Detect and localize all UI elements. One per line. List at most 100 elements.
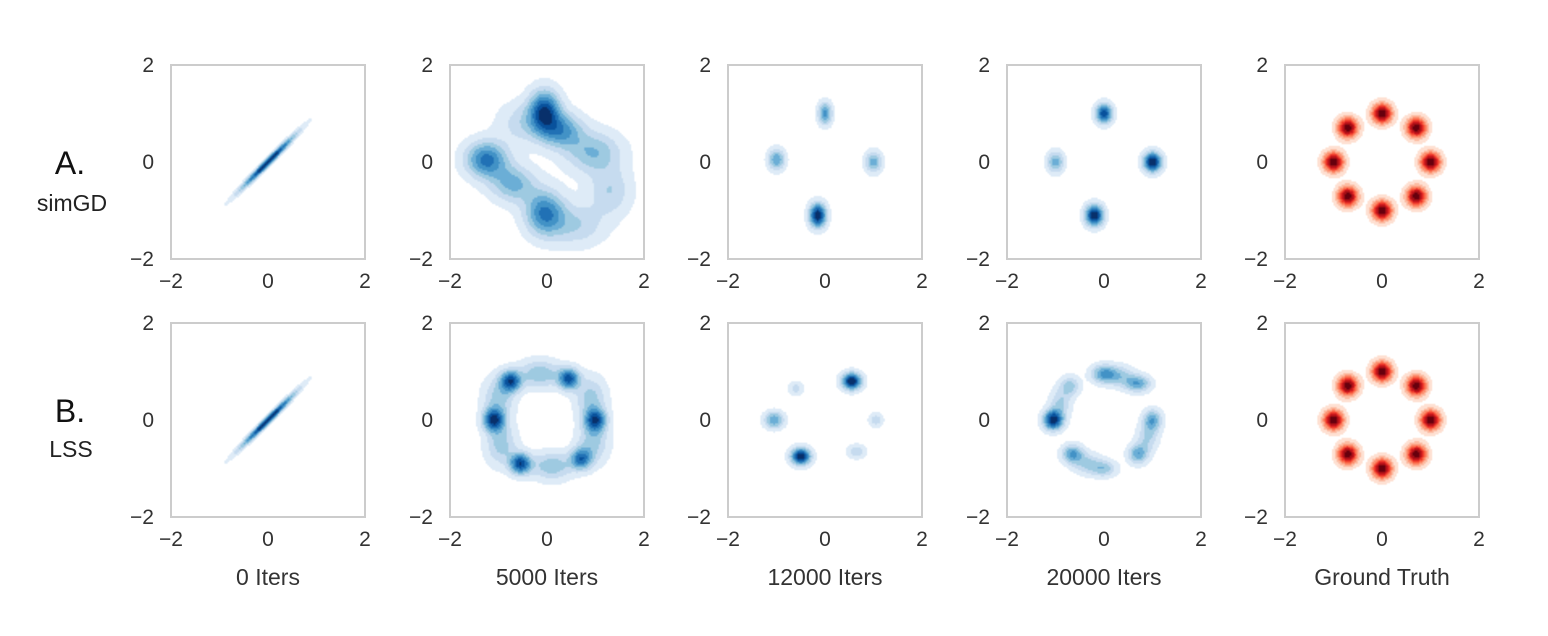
x-tick-label: 2	[916, 270, 928, 293]
y-tick-label: 2	[1256, 54, 1268, 77]
panel-r1-c1: −2−2 0 0 2 2	[409, 312, 650, 551]
density-contours	[1007, 65, 1201, 259]
axes-frame	[170, 64, 366, 260]
panel-r0-c0: −2−2 0 0 2 2	[130, 54, 371, 293]
y-tick-label: 0	[421, 409, 433, 432]
panel-r1-c2: −2−2 0 0 2 2	[687, 312, 928, 551]
x-tick-label: 2	[1473, 270, 1485, 293]
x-tick-label: −2	[438, 270, 462, 293]
y-tick-label: 0	[421, 151, 433, 174]
row-b-name: LSS	[49, 436, 92, 462]
density-contours	[1285, 323, 1479, 517]
x-tick-label: 0	[1098, 528, 1110, 551]
y-tick-label: 2	[142, 54, 154, 77]
y-tick-label: −2	[130, 248, 154, 271]
axes-frame	[170, 322, 366, 518]
row-b-letter: B.	[55, 393, 85, 429]
panel-r1-c0: −2−2 0 0 2 2	[130, 312, 371, 551]
panel-r1-c3: −2−2 0 0 2 2	[966, 312, 1207, 551]
x-tick-label: 0	[1376, 270, 1388, 293]
axes-frame	[449, 322, 645, 518]
y-tick-label: 2	[421, 312, 433, 335]
y-tick-label: 2	[1256, 312, 1268, 335]
axes-frame	[727, 64, 923, 260]
y-tick-label: −2	[130, 506, 154, 529]
x-tick-label: 0	[541, 270, 553, 293]
panel-r0-c3: −2−2 0 0 2 2	[966, 54, 1207, 293]
density-contours	[728, 65, 922, 259]
column-labels: 0 Iters 5000 Iters 12000 Iters 20000 Ite…	[236, 564, 1450, 590]
y-tick-label: 0	[1256, 151, 1268, 174]
density-contours	[171, 323, 365, 517]
y-tick-label: −2	[966, 506, 990, 529]
col-label-1: 5000 Iters	[496, 564, 598, 590]
x-tick-label: 0	[1376, 528, 1388, 551]
x-tick-label: 0	[819, 270, 831, 293]
x-tick-label: 2	[1195, 528, 1207, 551]
y-tick-label: −2	[1244, 248, 1268, 271]
y-tick-label: 0	[699, 151, 711, 174]
panel-r1-c4: −2−2 0 0 2 2	[1244, 312, 1485, 551]
row-labels: A. simGD B. LSS	[37, 145, 107, 462]
density-contours	[171, 65, 365, 259]
x-tick-label: −2	[716, 528, 740, 551]
y-tick-label: 0	[1256, 409, 1268, 432]
y-tick-label: −2	[687, 248, 711, 271]
panel-r0-c4: −2−2 0 0 2 2	[1244, 54, 1485, 293]
y-tick-label: −2	[1244, 506, 1268, 529]
y-tick-label: 0	[978, 409, 990, 432]
y-tick-label: 2	[142, 312, 154, 335]
col-label-2: 12000 Iters	[767, 564, 882, 590]
y-tick-label: 0	[142, 151, 154, 174]
x-tick-label: 2	[1195, 270, 1207, 293]
x-tick-label: 2	[359, 270, 371, 293]
y-tick-label: 2	[699, 54, 711, 77]
x-tick-label: 0	[819, 528, 831, 551]
y-tick-label: 2	[421, 54, 433, 77]
x-tick-label: −2	[438, 528, 462, 551]
axes-frame	[1284, 64, 1480, 260]
x-tick-label: 0	[1098, 270, 1110, 293]
panel-grid: −2−20022−2−20022−2−20022−2−20022−2−20022…	[130, 54, 1485, 551]
panel-r0-c2: −2−2 0 0 2 2	[687, 54, 928, 293]
y-tick-label: 2	[978, 312, 990, 335]
x-tick-label: −2	[1273, 270, 1297, 293]
col-label-3: 20000 Iters	[1046, 564, 1161, 590]
x-tick-label: −2	[159, 270, 183, 293]
y-tick-label: 0	[699, 409, 711, 432]
density-contours	[1285, 65, 1479, 259]
density-contours	[1007, 323, 1201, 517]
y-tick-label: −2	[409, 248, 433, 271]
panel-r0-c1: −2−2 0 0 2 2	[409, 54, 650, 293]
y-tick-label: −2	[409, 506, 433, 529]
y-tick-label: −2	[687, 506, 711, 529]
axes-frame	[1006, 322, 1202, 518]
x-tick-label: −2	[1273, 528, 1297, 551]
x-tick-label: 2	[359, 528, 371, 551]
x-tick-label: 2	[1473, 528, 1485, 551]
y-tick-label: −2	[966, 248, 990, 271]
y-tick-label: 0	[142, 409, 154, 432]
row-a-letter: A.	[55, 145, 85, 181]
x-tick-label: 0	[541, 528, 553, 551]
x-tick-label: −2	[716, 270, 740, 293]
y-tick-label: 2	[978, 54, 990, 77]
density-contours	[450, 323, 644, 517]
x-tick-label: −2	[995, 270, 1019, 293]
density-contours	[728, 323, 922, 517]
density-contours	[450, 65, 644, 259]
axes-frame	[449, 64, 645, 260]
x-tick-label: 0	[262, 270, 274, 293]
col-label-4: Ground Truth	[1314, 564, 1450, 590]
x-tick-label: 2	[638, 270, 650, 293]
x-tick-label: −2	[995, 528, 1019, 551]
axes-frame	[1284, 322, 1480, 518]
x-tick-label: 2	[916, 528, 928, 551]
y-tick-label: 2	[699, 312, 711, 335]
x-tick-label: 0	[262, 528, 274, 551]
axes-frame	[727, 322, 923, 518]
axes-frame	[1006, 64, 1202, 260]
x-tick-label: 2	[638, 528, 650, 551]
row-a-name: simGD	[37, 190, 107, 216]
